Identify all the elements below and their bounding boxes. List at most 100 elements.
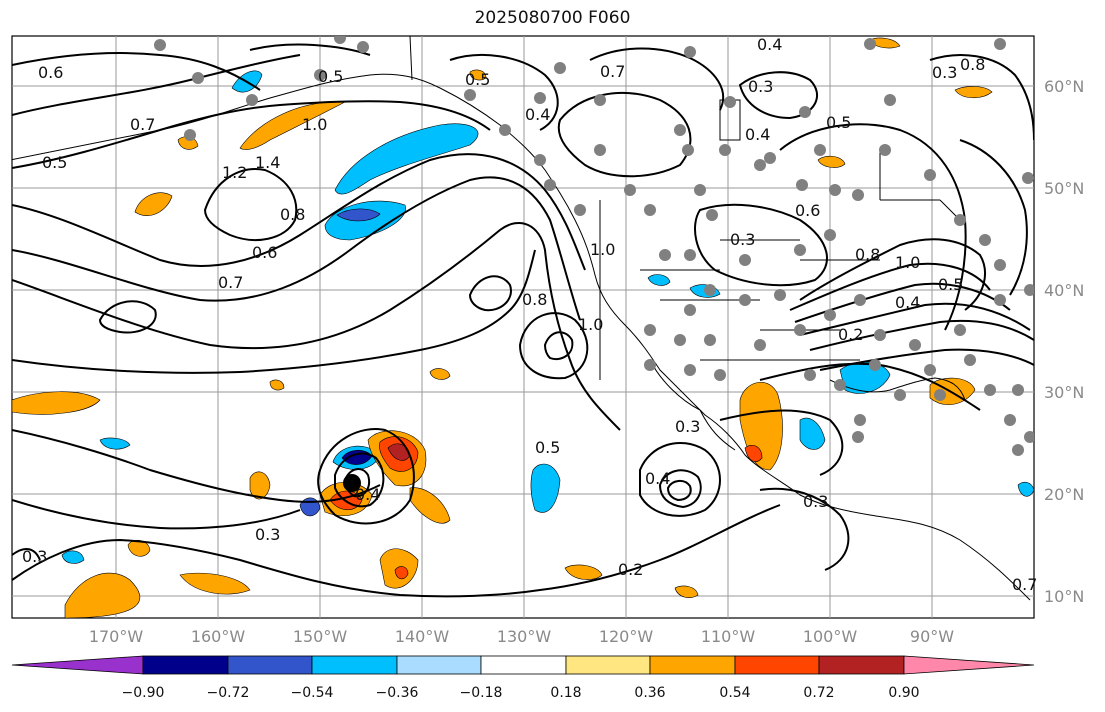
map-title: 2025080700 F060 — [474, 8, 631, 28]
contour-14 — [12, 499, 301, 530]
lon-label: 110°W — [701, 627, 756, 646]
contour-40 — [12, 548, 41, 561]
graticule — [12, 36, 1034, 618]
fill-orange-alaska — [239, 101, 347, 150]
fill-orange-12 — [564, 564, 603, 580]
contour-13 — [12, 429, 381, 503]
fill-orange-tail — [409, 487, 451, 524]
lat-label: 10°N — [1044, 587, 1084, 606]
colorbar-tick: −0.90 — [122, 685, 165, 701]
colorbar-tick: 0.72 — [803, 685, 834, 701]
contour-9 — [98, 300, 157, 334]
colorbar-segment — [818, 655, 905, 675]
contour-3 — [12, 100, 491, 169]
latitude-labels: 60°N 50°N 40°N 30°N 20°N 10°N — [1044, 77, 1084, 606]
lon-label: 120°W — [599, 627, 654, 646]
contour-label: 0.4 — [895, 293, 920, 312]
contour-label: 1.0 — [895, 253, 920, 272]
fill-blue-15 — [99, 437, 131, 450]
colorbar-segment — [903, 655, 1035, 675]
lon-label: 170°W — [89, 627, 144, 646]
colorbar-tick: −0.54 — [291, 685, 334, 701]
contour-label: 0.2 — [838, 325, 863, 344]
contour-6 — [12, 221, 621, 431]
contour-label: 1.2 — [222, 163, 247, 182]
colorbar-segment — [311, 655, 398, 675]
contour-25 — [779, 123, 967, 331]
contour-20 — [658, 469, 702, 509]
lat-label: 30°N — [1044, 383, 1084, 402]
contour-label: 0.7 — [1012, 575, 1037, 594]
longitude-labels: 170°W 160°W 150°W 140°W 130°W 120°W 110°… — [89, 627, 954, 646]
contour-24 — [738, 71, 819, 120]
contour-label: 0.3 — [730, 230, 755, 249]
contour-label: 1.4 — [255, 153, 280, 172]
colorbar-segment — [11, 655, 144, 675]
contour-label: 0.4 — [355, 485, 380, 504]
contour-label: 0.6 — [795, 201, 820, 220]
lon-label: 150°W — [293, 627, 348, 646]
colorbar-segment — [734, 655, 820, 675]
fill-orange-18 — [469, 69, 487, 81]
contour-5 — [12, 176, 581, 321]
colorbar-segment — [396, 655, 482, 675]
colorbar-segment — [649, 655, 736, 675]
lat-label: 40°N — [1044, 281, 1084, 300]
anomaly-fills — [12, 37, 1034, 618]
contour-28 — [789, 262, 991, 311]
contour-label: 0.8 — [960, 55, 985, 74]
contour-15 — [12, 504, 781, 598]
contour-label: 0.7 — [600, 62, 625, 81]
contour-31 — [809, 319, 1034, 351]
contour-36 — [929, 54, 1034, 141]
contour-8 — [203, 168, 298, 241]
contour-label: 0.7 — [218, 273, 243, 292]
colorbar-tick: 0.36 — [634, 685, 665, 701]
lon-label: 140°W — [395, 627, 450, 646]
fill-blue-21 — [647, 274, 671, 286]
fill-orange-16 — [429, 368, 451, 380]
contour-label: 0.3 — [803, 492, 828, 511]
colorbar-tick: −0.72 — [207, 685, 250, 701]
contour-38 — [449, 54, 559, 131]
contour-labels: 0.6 0.7 0.5 1.0 1.2 1.4 0.8 0.6 0.7 0.4 … — [22, 35, 1037, 594]
contour-label: 0.4 — [525, 105, 550, 124]
contour-21 — [666, 480, 692, 502]
contour-7 — [12, 249, 536, 374]
contour-label: 0.7 — [130, 115, 155, 134]
colorbar-segment — [480, 655, 567, 675]
contour-22 — [557, 92, 692, 178]
fill-red-mexico — [744, 445, 763, 462]
storm-center — [343, 474, 361, 492]
lat-label: 60°N — [1044, 77, 1084, 96]
contour-39 — [249, 43, 371, 56]
contour-label: 0.5 — [465, 70, 490, 89]
contour-1 — [12, 52, 261, 91]
contour-34 — [719, 409, 844, 476]
fill-orange-s2 — [179, 572, 251, 595]
contour-27 — [799, 238, 986, 311]
colorbar — [11, 655, 1035, 675]
contour-label: 0.4 — [757, 35, 782, 54]
colorbar-tick: 0.18 — [550, 685, 581, 701]
contour-label: 0.5 — [42, 153, 67, 172]
contour-10 — [518, 312, 589, 380]
contour-label: 0.3 — [748, 77, 773, 96]
colorbar-segment — [142, 655, 229, 675]
colorbar-tick: 0.90 — [888, 685, 919, 701]
plot-area — [11, 35, 1035, 619]
contour-12 — [468, 275, 512, 312]
colorbar-segment — [565, 655, 651, 675]
lat-label: 20°N — [1044, 485, 1084, 504]
colorbar-tick: −0.36 — [376, 685, 419, 701]
contour-label: 0.4 — [645, 469, 670, 488]
fill-blue-gulf — [334, 123, 479, 195]
contour-17 — [334, 452, 385, 508]
fill-orange-19 — [869, 37, 901, 49]
lon-label: 160°W — [191, 627, 246, 646]
lon-label: 130°W — [497, 627, 552, 646]
contour-11 — [543, 331, 574, 360]
contour-label: 0.3 — [255, 525, 280, 544]
fill-orange-west — [134, 192, 173, 216]
